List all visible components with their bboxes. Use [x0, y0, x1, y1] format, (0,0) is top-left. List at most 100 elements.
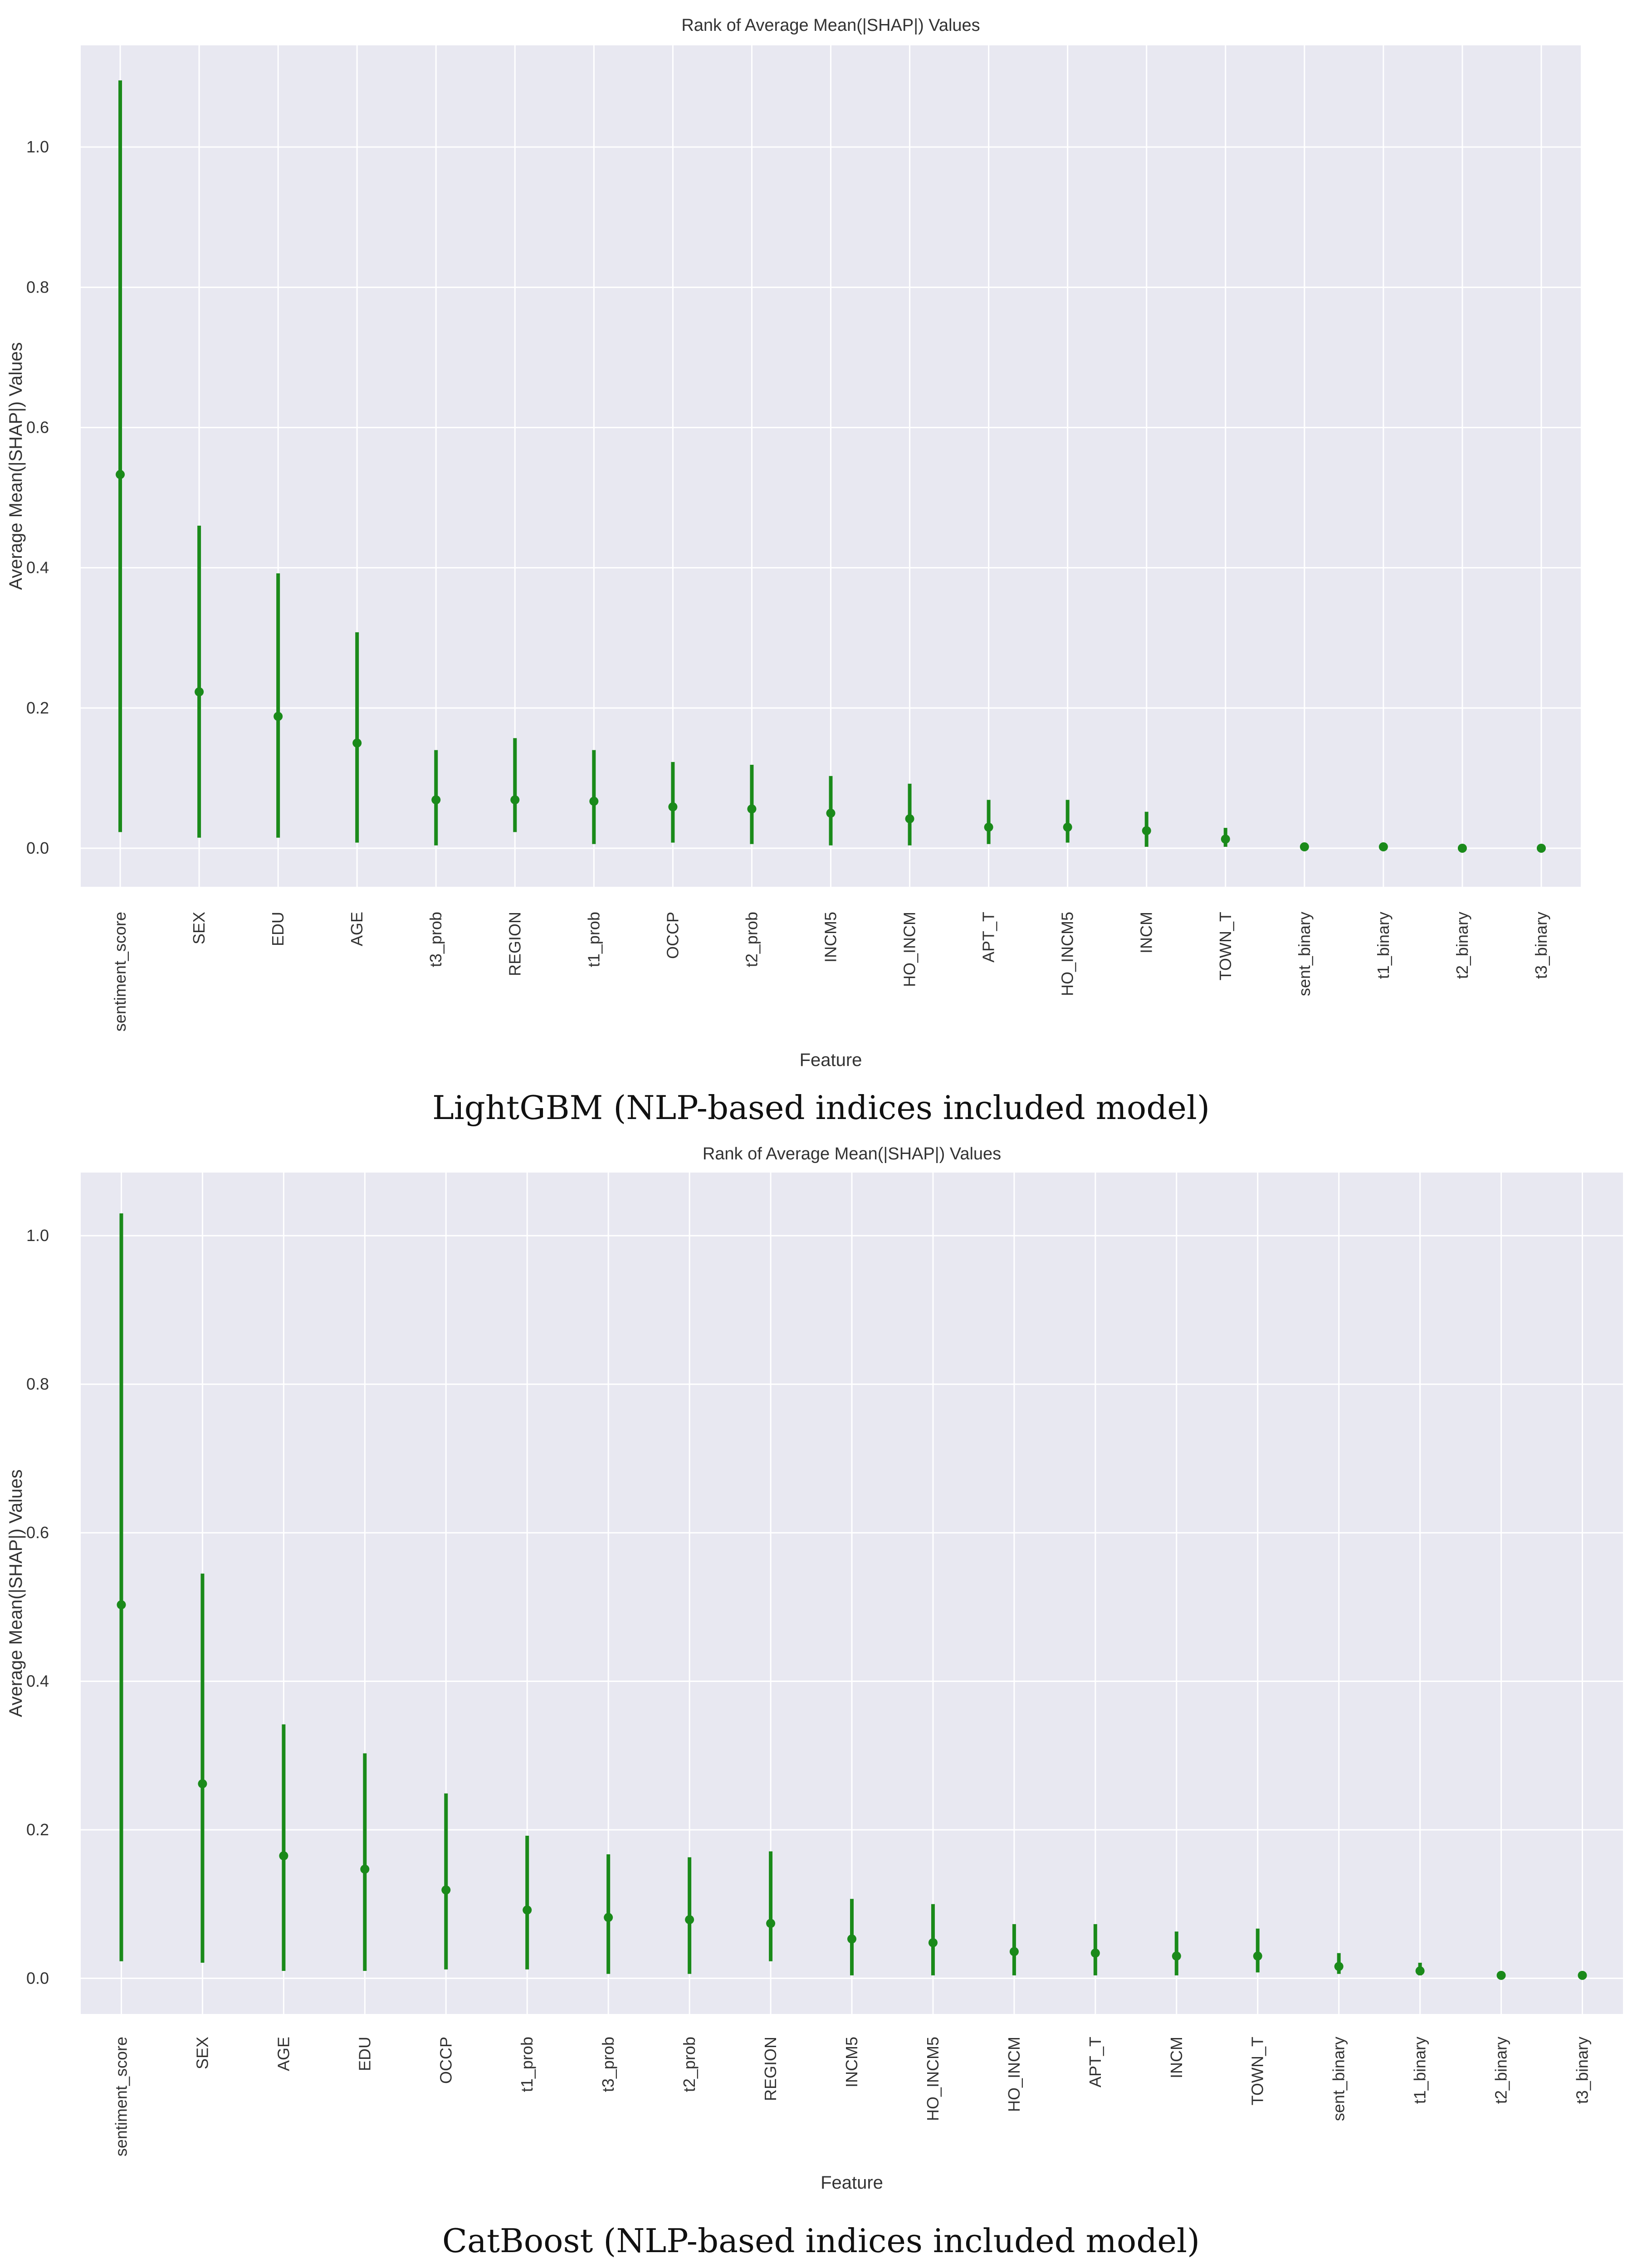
y-tick-label: 0.2	[26, 1820, 49, 1839]
x-tick-label: HO_INCM5	[924, 2037, 942, 2121]
data-point	[1063, 822, 1072, 832]
data-point	[747, 804, 757, 814]
x-tick-label: INCM	[1137, 912, 1156, 953]
x-axis-label: Feature	[800, 1050, 862, 1070]
x-tick-label: INCM	[1167, 2037, 1186, 2078]
data-point	[1378, 842, 1388, 851]
data-point	[198, 1779, 207, 1789]
y-tick-label: 1.0	[26, 137, 49, 156]
y-axis-label: Average Mean(|SHAP|) Values	[6, 1469, 26, 1717]
x-tick-label: HO_INCM5	[1058, 912, 1077, 996]
data-point	[604, 1913, 613, 1922]
data-point	[1457, 843, 1467, 853]
x-tick-label: APT_T	[1086, 2037, 1104, 2087]
data-point	[441, 1885, 451, 1895]
x-tick-label: t1_binary	[1411, 2037, 1429, 2104]
y-tick-label: 0.6	[26, 418, 49, 436]
x-tick-label: t2_binary	[1453, 912, 1471, 979]
x-tick-label: t3_prob	[599, 2037, 617, 2092]
y-tick-label: 0.4	[26, 558, 49, 577]
data-point	[1009, 1947, 1019, 1956]
x-tick-label: APT_T	[979, 912, 998, 963]
x-tick-labels: sentiment_score SEX AGE EDU OCCP t1_prob t3_pr…	[112, 2037, 1591, 2156]
y-axis-label: Average Mean(|SHAP|) Values	[6, 342, 26, 590]
data-point	[1221, 834, 1230, 844]
x-tick-label: REGION	[761, 2037, 780, 2101]
data-point	[510, 795, 520, 805]
error-bars	[118, 80, 1543, 848]
data-point	[523, 1905, 532, 1915]
x-tick-label: sent_binary	[1295, 912, 1314, 996]
chart-panel-catboost: 0.0 0.2 0.4 0.6 0.8 1.0 sentiment_score SEX AGE E…	[0, 1134, 1642, 2268]
data-point	[1536, 843, 1546, 853]
data-point	[826, 808, 836, 818]
figure-caption-lightgbm: LightGBM (NLP-based indices included mod…	[432, 1089, 1210, 1127]
data-point	[431, 795, 441, 805]
y-tick-label: 0.8	[26, 1375, 49, 1393]
data-point	[984, 822, 993, 832]
data-point	[1090, 1948, 1100, 1958]
x-tick-label: t3_binary	[1573, 2037, 1592, 2104]
data-point	[352, 738, 362, 748]
data-point	[1253, 1951, 1262, 1961]
x-tick-label: AGE	[274, 2037, 293, 2071]
data-point	[360, 1864, 370, 1874]
x-tick-labels: sentiment_score SEX EDU AGE t3_prob REGION t1_…	[111, 912, 1550, 1031]
mean-points	[116, 470, 1546, 853]
x-tick-label: SEX	[193, 2037, 211, 2069]
data-point	[685, 1915, 694, 1925]
x-tick-label: t1_prob	[584, 912, 603, 967]
x-tick-label: REGION	[505, 912, 524, 976]
data-point	[766, 1919, 776, 1928]
x-tick-label: t3_prob	[426, 912, 445, 967]
x-tick-label: sentiment_score	[111, 912, 129, 1031]
shap-rank-chart-catboost: 0.0 0.2 0.4 0.6 0.8 1.0 sentiment_score SEX AGE E…	[6, 1144, 1623, 2193]
chart-panel-lightgbm: 0.0 0.2 0.4 0.6 0.8 1.0 sentiment_score SEX EDU A…	[6, 16, 1581, 1127]
x-tick-label: INCM5	[842, 2037, 861, 2087]
data-point	[905, 814, 914, 824]
y-tick-label: 0.4	[26, 1672, 49, 1691]
x-tick-label: AGE	[347, 912, 366, 946]
x-tick-label: OCCP	[436, 2037, 455, 2084]
data-point	[668, 802, 678, 811]
data-point	[116, 470, 125, 479]
figure-caption-catboost: CatBoost (NLP-based indices included mod…	[442, 2222, 1200, 2260]
data-point	[928, 1938, 938, 1947]
data-point	[195, 687, 204, 697]
x-tick-label: TOWN_T	[1216, 912, 1235, 980]
x-tick-label: t1_prob	[518, 2037, 536, 2092]
data-point	[847, 1934, 856, 1944]
x-tick-label: t2_binary	[1492, 2037, 1510, 2104]
y-tick-label: 0.8	[26, 278, 49, 296]
x-tick-label: TOWN_T	[1248, 2037, 1267, 2105]
data-point	[1415, 1966, 1425, 1976]
x-tick-label: SEX	[190, 912, 208, 944]
data-point	[274, 712, 283, 721]
x-tick-label: sent_binary	[1329, 2037, 1348, 2121]
y-tick-label: 1.0	[26, 1226, 49, 1245]
data-point	[1172, 1951, 1181, 1961]
y-tick-label: 0.2	[26, 699, 49, 717]
data-point	[589, 797, 599, 806]
x-tick-label: t2_prob	[742, 912, 761, 967]
shap-rank-chart-lightgbm: 0.0 0.2 0.4 0.6 0.8 1.0 sentiment_score SEX EDU A…	[6, 16, 1581, 1070]
data-point	[1578, 1970, 1587, 1980]
y-tick-label: 0.0	[26, 839, 49, 857]
y-tick-labels: 0.0 0.2 0.4 0.6 0.8 1.0	[26, 1226, 49, 1987]
data-point	[117, 1600, 126, 1609]
x-tick-label: OCCP	[663, 912, 682, 959]
x-tick-label: EDU	[269, 912, 287, 946]
y-tick-label: 0.0	[26, 1969, 49, 1987]
x-tick-label: HO_INCM	[900, 912, 919, 987]
y-tick-label: 0.6	[26, 1523, 49, 1542]
mean-points	[117, 1600, 1587, 1980]
data-point	[1142, 826, 1151, 836]
x-tick-label: t3_binary	[1532, 912, 1550, 979]
x-tick-label: HO_INCM	[1005, 2037, 1023, 2112]
chart-title: Rank of Average Mean(|SHAP|) Values	[681, 16, 980, 35]
data-point	[279, 1851, 288, 1861]
x-tick-label: INCM5	[821, 912, 840, 963]
x-tick-label: sentiment_score	[112, 2037, 130, 2156]
chart-title: Rank of Average Mean(|SHAP|) Values	[703, 1144, 1001, 1163]
x-tick-label: t2_prob	[680, 2037, 699, 2092]
